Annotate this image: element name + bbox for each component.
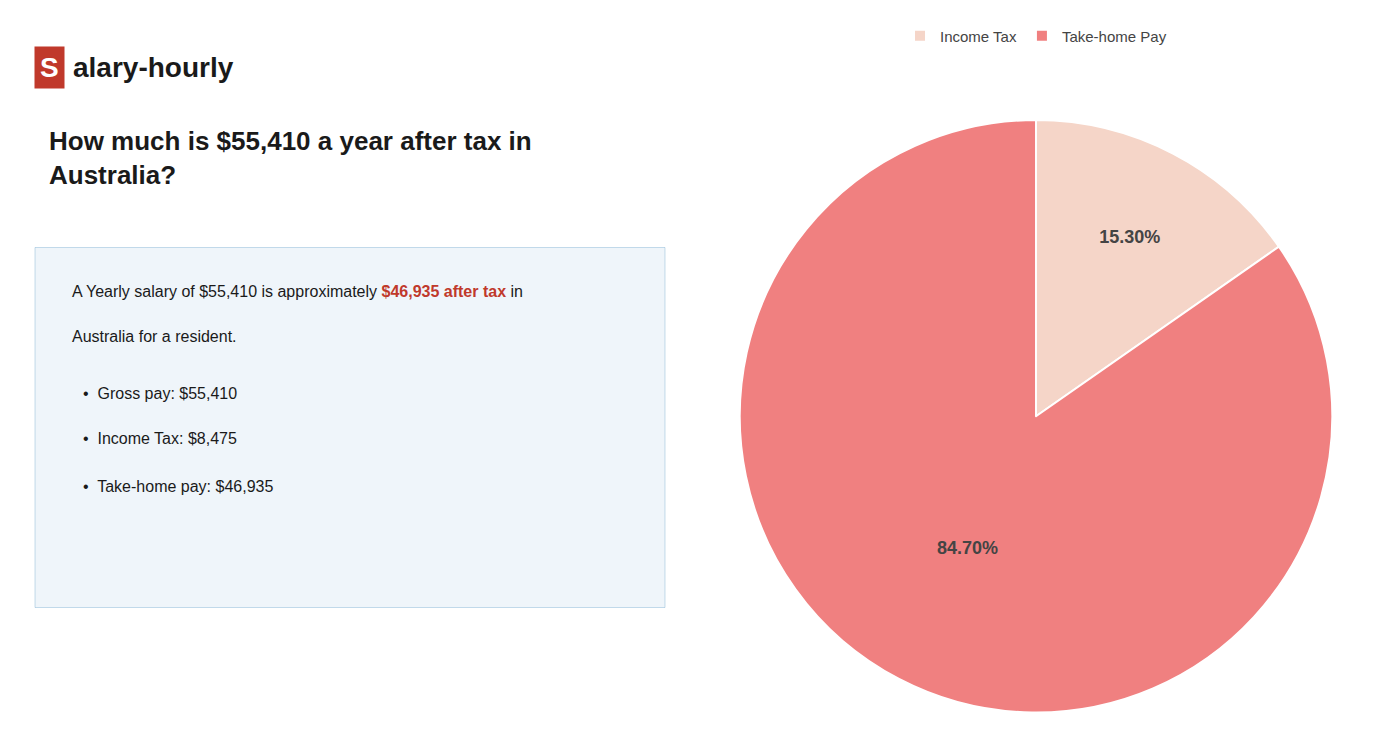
- svg-text:• Gross pay: $55,410: • Gross pay: $55,410: [83, 385, 237, 402]
- svg-text:A Yearly salary of $55,410 is: A Yearly salary of $55,410 is approximat…: [72, 283, 523, 300]
- svg-text:alary-hourly: alary-hourly: [73, 52, 234, 83]
- svg-text:Income Tax: Income Tax: [940, 28, 1017, 45]
- svg-text:How much is $55,410 a year aft: How much is $55,410 a year after tax inA…: [49, 126, 532, 190]
- svg-text:15.30%: 15.30%: [1099, 227, 1160, 247]
- svg-text:S: S: [40, 52, 59, 83]
- svg-text:Australia for a resident.: Australia for a resident.: [72, 328, 237, 345]
- svg-text:• Income Tax: $8,475: • Income Tax: $8,475: [83, 430, 237, 447]
- svg-text:Take-home Pay: Take-home Pay: [1062, 28, 1167, 45]
- svg-text:• Take-home pay: $46,935: • Take-home pay: $46,935: [83, 478, 273, 495]
- svg-text:84.70%: 84.70%: [937, 538, 998, 558]
